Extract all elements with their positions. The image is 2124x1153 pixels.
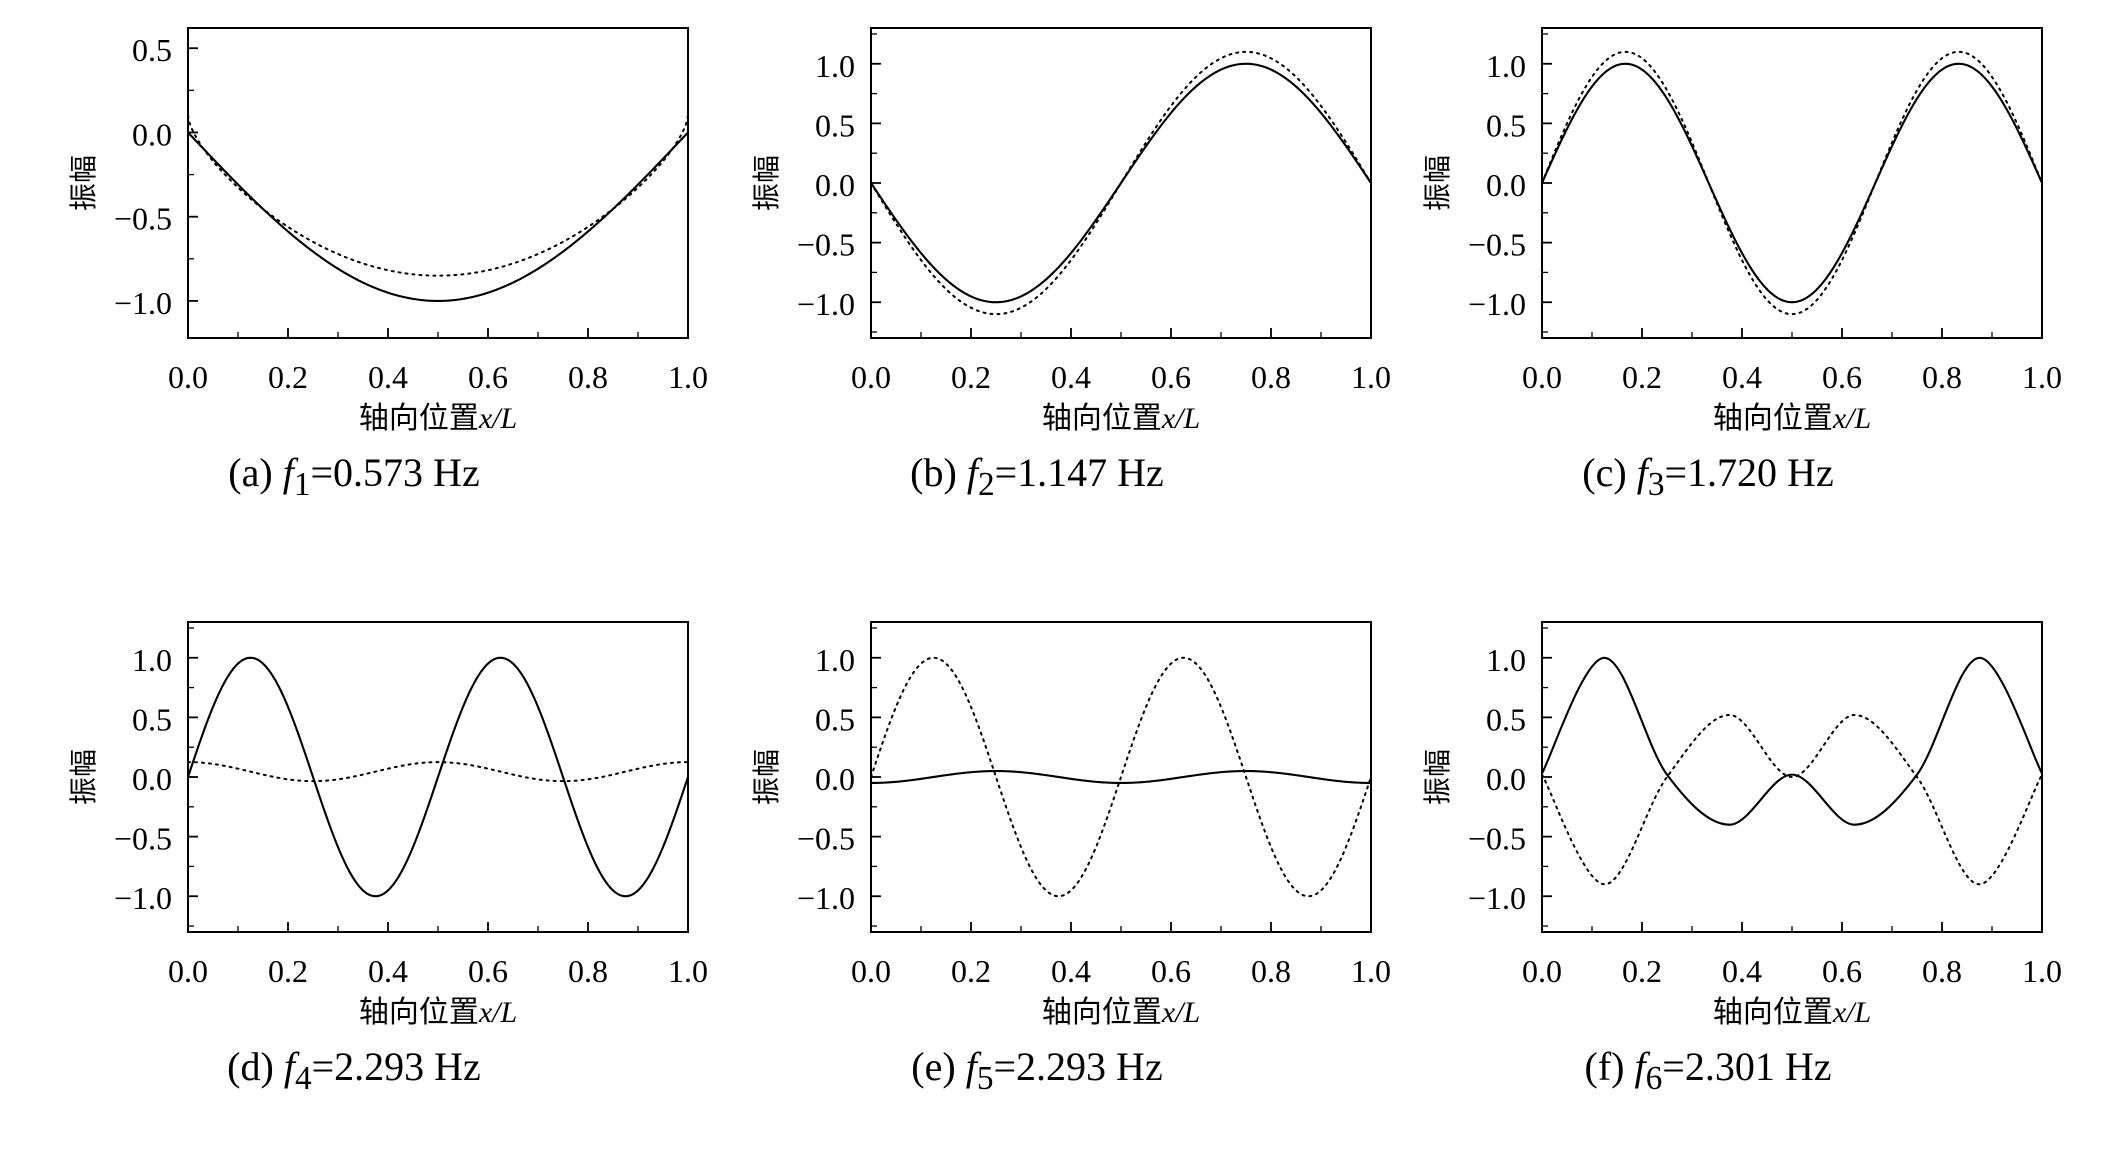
svg-text:0.6: 0.6 [1822,359,1862,395]
svg-text:−0.5: −0.5 [1468,227,1526,263]
svg-text:−0.5: −0.5 [797,821,855,857]
svg-text:0.4: 0.4 [368,953,408,989]
svg-text:0.8: 0.8 [1251,359,1291,395]
svg-text:0.8: 0.8 [1922,953,1962,989]
svg-text:0.2: 0.2 [1622,953,1662,989]
svg-text:0.0: 0.0 [168,359,208,395]
svg-text:0.0: 0.0 [1522,359,1562,395]
svg-text:轴向位置x/L: 轴向位置x/L [1042,402,1200,435]
svg-text:0.5: 0.5 [815,107,855,143]
svg-text:0.6: 0.6 [468,359,508,395]
svg-text:1.0: 1.0 [815,642,855,678]
svg-text:0.4: 0.4 [1051,359,1091,395]
svg-text:0.2: 0.2 [951,953,991,989]
svg-text:1.0: 1.0 [2022,359,2062,395]
svg-text:0.6: 0.6 [1151,359,1191,395]
svg-text:0.2: 0.2 [951,359,991,395]
svg-text:0.5: 0.5 [132,32,172,68]
svg-text:−0.5: −0.5 [797,227,855,263]
svg-text:−1.0: −1.0 [1468,286,1526,322]
svg-text:1.0: 1.0 [1486,642,1526,678]
svg-text:振幅: 振幅 [68,749,100,805]
svg-text:0.6: 0.6 [1822,953,1862,989]
svg-text:−1.0: −1.0 [797,880,855,916]
svg-text:0.0: 0.0 [1522,953,1562,989]
svg-text:0.0: 0.0 [851,359,891,395]
svg-text:轴向位置x/L: 轴向位置x/L [1713,402,1871,435]
svg-text:0.0: 0.0 [815,761,855,797]
svg-text:0.0: 0.0 [132,116,172,152]
svg-text:0.0: 0.0 [851,953,891,989]
svg-text:0.6: 0.6 [1151,953,1191,989]
svg-text:0.2: 0.2 [268,359,308,395]
svg-text:0.4: 0.4 [1051,953,1091,989]
svg-text:0.0: 0.0 [1486,761,1526,797]
svg-text:−1.0: −1.0 [114,285,172,321]
svg-text:−1.0: −1.0 [114,880,172,916]
svg-text:0.5: 0.5 [815,701,855,737]
svg-text:振幅: 振幅 [68,155,100,211]
svg-text:0.8: 0.8 [568,359,608,395]
svg-text:−1.0: −1.0 [797,286,855,322]
svg-text:0.2: 0.2 [268,953,308,989]
svg-text:1.0: 1.0 [1486,48,1526,84]
svg-text:0.5: 0.5 [1486,701,1526,737]
svg-text:0.0: 0.0 [815,167,855,203]
svg-text:0.0: 0.0 [1486,167,1526,203]
svg-text:振幅: 振幅 [1422,749,1454,805]
svg-text:0.0: 0.0 [168,953,208,989]
svg-text:0.4: 0.4 [1722,359,1762,395]
svg-text:0.0: 0.0 [132,761,172,797]
svg-text:轴向位置x/L: 轴向位置x/L [1713,996,1871,1029]
svg-text:轴向位置x/L: 轴向位置x/L [359,402,517,435]
svg-text:振幅: 振幅 [1422,155,1454,211]
svg-text:1.0: 1.0 [132,642,172,678]
svg-text:0.6: 0.6 [468,953,508,989]
svg-text:0.8: 0.8 [568,953,608,989]
svg-text:轴向位置x/L: 轴向位置x/L [1042,996,1200,1029]
svg-text:0.8: 0.8 [1251,953,1291,989]
svg-text:−0.5: −0.5 [114,201,172,237]
svg-text:0.8: 0.8 [1922,359,1962,395]
svg-text:1.0: 1.0 [2022,953,2062,989]
svg-text:−0.5: −0.5 [1468,821,1526,857]
svg-text:0.4: 0.4 [1722,953,1762,989]
svg-text:0.4: 0.4 [368,359,408,395]
svg-text:振幅: 振幅 [751,749,783,805]
svg-text:−1.0: −1.0 [1468,880,1526,916]
svg-text:1.0: 1.0 [815,48,855,84]
svg-text:0.5: 0.5 [132,701,172,737]
svg-text:0.5: 0.5 [1486,107,1526,143]
svg-text:振幅: 振幅 [751,155,783,211]
svg-text:轴向位置x/L: 轴向位置x/L [359,996,517,1029]
svg-text:0.2: 0.2 [1622,359,1662,395]
svg-text:−0.5: −0.5 [114,821,172,857]
